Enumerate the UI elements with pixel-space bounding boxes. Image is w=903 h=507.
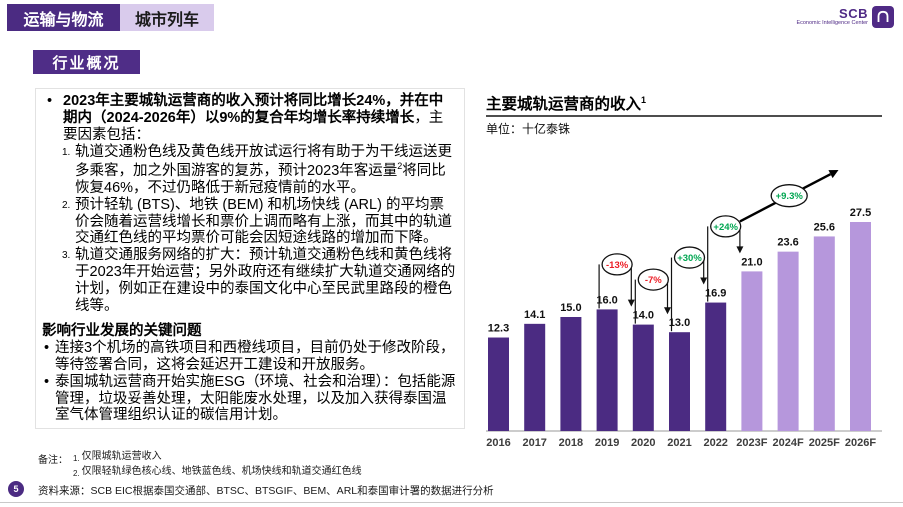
logo-text: SCB Economic Intelligence Center bbox=[796, 6, 868, 27]
value-label-2024F: 23.6 bbox=[777, 237, 798, 249]
chart-unit-label: 单位：十亿泰铢 bbox=[486, 122, 571, 136]
bar-2022 bbox=[705, 302, 727, 431]
cagr-badge bbox=[770, 184, 808, 208]
bar-2026F bbox=[850, 222, 871, 431]
value-label-2018: 15.0 bbox=[560, 302, 581, 314]
value-label-2016: 12.3 bbox=[488, 323, 509, 335]
scb-logo-icon bbox=[872, 6, 894, 28]
footnote-2: 2. 仅限轻轨绿色核心线、地铁蓝色线、机场快线和轨道交通红色线 bbox=[73, 465, 362, 478]
chart-title: 主要城轨运营商的收入1 bbox=[486, 92, 882, 117]
arrow-down-icon bbox=[664, 307, 671, 315]
key-issue-1: 连接3个机场的高铁项目和西橙线项目，目前仍处于修改阶段，等待签署合同，这将会延迟… bbox=[42, 340, 457, 374]
growth-badge bbox=[710, 215, 742, 238]
footnotes-list: 1. 仅限城轨运营收入 2. 仅限轻轨绿色核心线、地铁蓝色线、机场快线和轨道交通红色… bbox=[73, 451, 362, 480]
chart-panel: 主要城轨运营商的收入1 单位：十亿泰铢 +9.3% 12.3 2016 14.1 201… bbox=[486, 92, 882, 454]
cagr-label: +9.3% bbox=[776, 191, 804, 202]
axis-label-2017: 2017 bbox=[522, 437, 546, 449]
list-item-1: 1. 轨道交通粉色线及黄色线开放试运行将有助于为干线运送更多乘客，加之外国游客的… bbox=[62, 144, 457, 196]
value-label-2025F: 25.6 bbox=[814, 221, 835, 233]
value-label-2023F: 21.0 bbox=[741, 256, 762, 268]
footnotes-label: 备注： bbox=[38, 455, 68, 466]
bar-2023F bbox=[741, 271, 763, 431]
growth-label: +24% bbox=[713, 222, 738, 233]
numbered-list: 1. 轨道交通粉色线及黄色线开放试运行将有助于为干线运送更多乘客，加之外国游客的… bbox=[62, 144, 457, 314]
industry-overview-text-panel: 2023年主要城轨运营商的收入预计将同比增长24%，并在中期内（2024-202… bbox=[35, 88, 465, 430]
arrow-down-icon bbox=[627, 299, 635, 307]
growth-badge bbox=[673, 246, 706, 269]
axis-label-2022: 2022 bbox=[703, 437, 727, 449]
key-issues-list: 连接3个机场的高铁项目和西橙线项目，目前仍处于修改阶段，等待签署合同，这将会延迟… bbox=[42, 340, 457, 424]
logo-brand: SCB bbox=[839, 6, 868, 21]
axis-label-2021: 2021 bbox=[667, 437, 691, 449]
axis-label-2025F: 2025F bbox=[809, 437, 840, 449]
bar-2021 bbox=[669, 332, 690, 431]
axis-label-2020: 2020 bbox=[631, 437, 655, 449]
list-item-2-number: 2. bbox=[62, 199, 71, 211]
growth-badge bbox=[601, 253, 633, 276]
tab-transport-logistics: 运输与物流 bbox=[7, 4, 120, 31]
bar-2020 bbox=[632, 324, 654, 431]
axis-label-2016: 2016 bbox=[486, 437, 510, 449]
footnotes: 备注： 1. 仅限城轨运营收入 2. 仅限轻轨绿色核心线、地铁蓝色线、机场快线和轨道… bbox=[38, 451, 362, 480]
revenue-bar-chart: +9.3% 12.3 2016 14.1 2017 15.0 2018 16.0 2019 14.… bbox=[486, 170, 882, 449]
value-label-2019: 16.0 bbox=[596, 294, 617, 306]
list-item-3-text: 轨道交通服务网络的扩大：预计轨道交通粉色线和黄色线将于2023年开始运营；另外政… bbox=[75, 247, 456, 314]
axis-label-2026F: 2026F bbox=[845, 437, 876, 449]
source-line: 资料来源：SCB EIC根据泰国交通部、BTSC、BTSGIF、BEM、ARL和… bbox=[38, 485, 494, 497]
footnote-1: 1. 仅限城轨运营收入 bbox=[73, 451, 162, 463]
list-item-2-text: 预计轻轨 (BTS)、地铁 (BEM) 和机场快线 (ARL) 的平均票价会随着… bbox=[75, 196, 452, 247]
tab-city-rail: 城市列车 bbox=[120, 4, 214, 31]
key-issue-2: 泰国城轨运营商开始实施ESG（环境、社会和治理）：包括能源管理，垃圾妥善处理，太… bbox=[42, 374, 457, 424]
logo-subtitle: Economic Intelligence Center bbox=[796, 20, 868, 26]
arrow-down-icon bbox=[700, 277, 708, 285]
axis-label-2024F: 2024F bbox=[772, 437, 803, 449]
bar-2018 bbox=[560, 317, 582, 431]
value-label-2021: 13.0 bbox=[669, 317, 690, 329]
value-label-2020: 14.0 bbox=[633, 310, 654, 322]
value-label-2022: 16.9 bbox=[705, 288, 726, 300]
axis-label-2023F: 2023F bbox=[736, 437, 767, 449]
bar-2025F bbox=[813, 236, 835, 431]
key-issues-heading: 影响行业发展的关键问题 bbox=[42, 323, 202, 340]
scb-eic-logo: SCB Economic Intelligence Center bbox=[796, 6, 894, 28]
list-item-3-number: 3. bbox=[62, 250, 71, 262]
list-item-2: 2. 预计轻轨 (BTS)、地铁 (BEM) 和机场快线 (ARL) 的平均票价… bbox=[62, 197, 457, 247]
growth-label: -7% bbox=[645, 275, 662, 286]
trend-arrowhead-icon bbox=[828, 170, 839, 179]
section-badge-industry-overview: 行业概况 bbox=[33, 50, 140, 74]
list-item-3: 3. 轨道交通服务网络的扩大：预计轨道交通粉色线和黄色线将于2023年开始运营；… bbox=[62, 247, 457, 314]
value-label-2026F: 27.5 bbox=[850, 207, 871, 219]
footnote-ref-2: 2 bbox=[397, 161, 403, 172]
growth-badge bbox=[637, 268, 669, 291]
chart-title-footnote-ref: 1 bbox=[641, 94, 647, 105]
bar-2017 bbox=[524, 323, 546, 431]
intro-paragraph: 2023年主要城轨运营商的收入预计将同比增长24%，并在中期内（2024-202… bbox=[42, 93, 457, 143]
bar-2024F bbox=[777, 251, 799, 431]
bar-2019 bbox=[596, 309, 618, 431]
axis-label-2018: 2018 bbox=[559, 437, 583, 449]
intro-regular-text: ，主要因素包括： bbox=[63, 109, 444, 143]
slide-bottom-divider bbox=[0, 502, 903, 503]
intro-bold-text: 2023年主要城轨运营商的收入预计将同比增长24%，并在中期内（2024-202… bbox=[63, 93, 444, 126]
arrow-down-icon bbox=[736, 246, 744, 254]
growth-label: +30% bbox=[677, 253, 702, 264]
page-number: 5 bbox=[8, 481, 24, 497]
bar-2016 bbox=[488, 337, 509, 431]
value-label-2017: 14.1 bbox=[524, 309, 545, 321]
axis-label-2019: 2019 bbox=[595, 437, 619, 449]
growth-label: -13% bbox=[606, 260, 629, 271]
list-item-1-text: 轨道交通粉色线及黄色线开放试运行将有助于为干线运送更多乘客，加之外国游客的复苏，… bbox=[75, 144, 452, 196]
list-item-1-number: 1. bbox=[62, 147, 71, 159]
